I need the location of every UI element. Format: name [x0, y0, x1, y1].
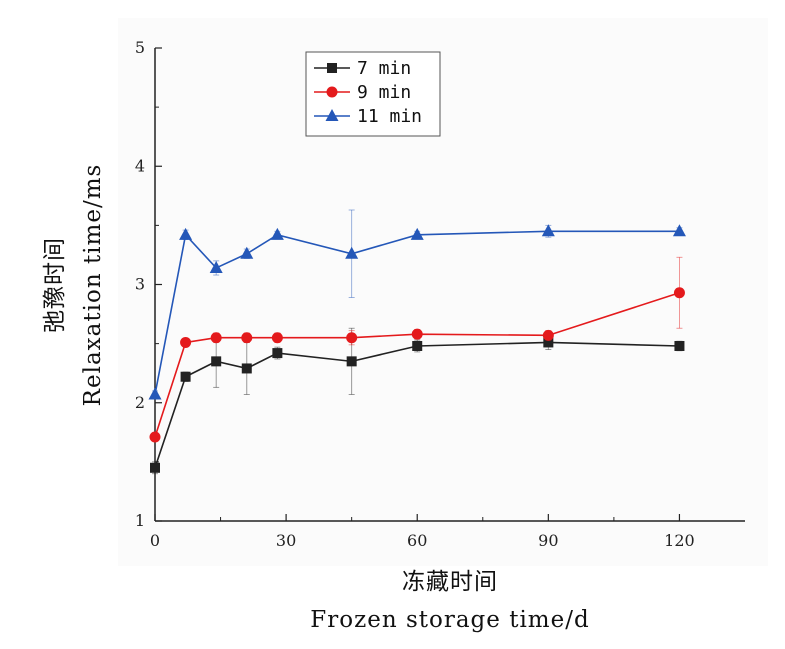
y-tick-label: 5 — [135, 38, 145, 57]
data-point — [209, 260, 223, 273]
series-layer — [148, 209, 686, 475]
data-point — [543, 337, 554, 348]
legend-marker — [326, 86, 338, 98]
data-point — [346, 356, 357, 367]
data-point — [241, 332, 253, 344]
x-tick-label: 120 — [664, 531, 695, 550]
data-point — [179, 227, 193, 240]
series-triangle — [148, 209, 686, 400]
legend-marker — [325, 109, 339, 121]
legend-item: 11 min — [314, 106, 422, 127]
data-point — [412, 340, 423, 351]
y-axis-title-cn: 弛豫时间 — [42, 237, 68, 333]
data-point — [241, 363, 252, 374]
data-point — [149, 431, 161, 443]
legend-label: 11 min — [357, 106, 422, 127]
data-point — [180, 336, 192, 348]
data-point — [411, 328, 423, 340]
data-point — [210, 332, 222, 344]
data-point — [542, 329, 554, 341]
legend-item: 7 min — [314, 58, 411, 79]
data-point — [148, 387, 162, 400]
legend-item: 9 min — [314, 82, 411, 103]
x-axis-title-cn: 冻藏时间 — [402, 569, 498, 595]
data-point — [271, 332, 283, 344]
y-axis-title-en: Relaxation time/ms — [80, 164, 106, 407]
x-axis-title-en: Frozen storage time/d — [310, 607, 589, 633]
data-point — [345, 246, 359, 259]
data-point — [672, 224, 686, 237]
x-tick-label: 90 — [538, 531, 558, 550]
legend-label: 7 min — [357, 58, 411, 79]
legend-marker — [327, 63, 337, 73]
data-point — [211, 356, 222, 367]
data-point — [673, 287, 685, 299]
data-point — [270, 227, 284, 240]
series-square — [150, 327, 685, 475]
y-tick-label: 2 — [135, 393, 145, 412]
data-point — [410, 227, 424, 240]
x-tick-label: 30 — [276, 531, 296, 550]
data-point — [150, 462, 160, 473]
legend-label: 9 min — [357, 82, 411, 103]
y-tick-label: 3 — [135, 275, 145, 294]
data-point — [346, 332, 358, 344]
data-point — [272, 348, 283, 359]
data-point — [240, 246, 254, 259]
data-point — [674, 340, 685, 351]
x-tick-label: 0 — [150, 531, 160, 550]
y-tick-label: 1 — [135, 511, 145, 530]
data-point — [541, 224, 555, 237]
axes: 1 2 3 4 5 0 30 60 90 120 — [135, 38, 745, 550]
legend: 7 min 9 min 11 min — [305, 51, 441, 137]
plot-background — [118, 18, 768, 566]
series-circle — [149, 256, 685, 443]
data-point — [180, 371, 191, 382]
x-tick-label: 60 — [407, 531, 427, 550]
y-tick-label: 4 — [135, 156, 145, 175]
